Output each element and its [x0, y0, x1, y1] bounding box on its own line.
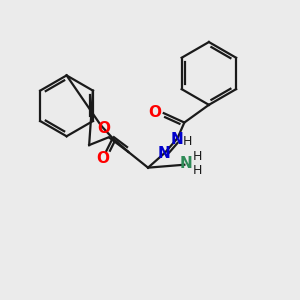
- Text: H: H: [192, 164, 202, 177]
- Text: O: O: [148, 105, 161, 120]
- Text: H: H: [183, 135, 192, 148]
- Text: O: O: [98, 121, 110, 136]
- Text: N: N: [180, 156, 193, 171]
- Text: H: H: [192, 150, 202, 164]
- Text: O: O: [96, 151, 110, 166]
- Text: N: N: [158, 146, 170, 161]
- Text: N: N: [170, 132, 183, 147]
